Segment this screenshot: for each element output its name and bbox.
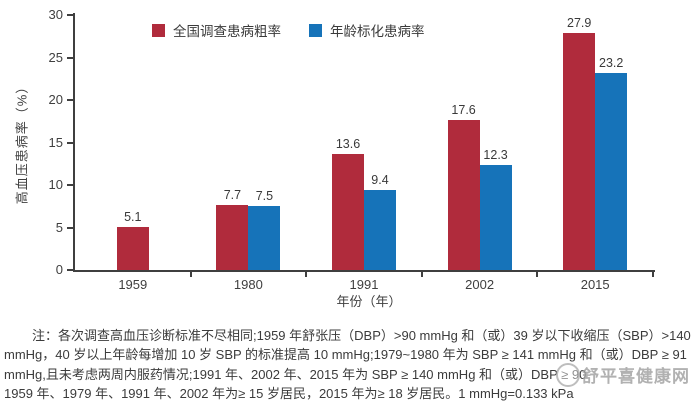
- bar-standardized-1991: [364, 190, 396, 270]
- legend-swatch-standardized-rate: [309, 23, 322, 37]
- y-axis-title: 高血压患病率（%）: [14, 79, 30, 205]
- x-tick: [536, 272, 539, 277]
- y-tick: [67, 184, 73, 186]
- value-label-crude-1980: 7.7: [223, 187, 242, 202]
- x-category-label: 1959: [118, 277, 148, 292]
- value-label-crude-2015: 27.9: [567, 15, 592, 30]
- x-axis-line: [73, 270, 655, 272]
- x-category-label: 1991: [349, 277, 379, 292]
- bar-standardized-2015: [595, 72, 628, 270]
- bar-standardized-2002: [479, 165, 512, 270]
- x-tick: [189, 272, 192, 277]
- y-tick-label: 25: [48, 49, 63, 65]
- value-label-crude-1991: 13.6: [335, 137, 361, 152]
- bar-crude-1991: [332, 154, 364, 270]
- y-tick-label: 10: [48, 177, 63, 192]
- legend-swatch-crude-rate: [152, 23, 165, 37]
- value-label-standardized-1980: 7.5: [255, 189, 274, 204]
- bar-crude-2015: [563, 32, 596, 270]
- value-label-standardized-1991: 9.4: [371, 173, 389, 188]
- bar-crude-2002: [447, 120, 480, 270]
- footnote: 注：各次调查高血压诊断标准不尽相同;1959 年舒张压（DBP）>90 mmHg…: [4, 326, 694, 404]
- footnote-line: mmHg,且未考虑两周内服药情况;1991 年、2002 年、2015 年为 S…: [4, 366, 587, 382]
- bar-standardized-1980: [248, 206, 281, 270]
- bar-crude-1980: [216, 204, 249, 270]
- x-tick: [652, 272, 654, 277]
- x-tick: [420, 272, 423, 277]
- x-axis-title: 年份（年）: [336, 294, 402, 309]
- footnote-line: mmHg，40 岁以上年龄每增加 10 岁 SBP 的标准提高 10 mmHg;…: [4, 347, 687, 363]
- y-tick-label: 0: [55, 262, 63, 277]
- watermark-logo-icon: [556, 362, 580, 387]
- bar-crude-1959: [116, 226, 149, 270]
- legend-label-crude-rate: 全国调查患病粗率: [173, 24, 281, 39]
- y-tick-label: 20: [48, 92, 63, 107]
- watermark: 舒平喜健康网: [556, 362, 690, 387]
- y-tick-label: 15: [48, 134, 63, 150]
- footnote-line: 1959 年、1979 年、1991 年、2002 年为≥ 15 岁居民，201…: [4, 386, 574, 402]
- x-category-label: 1980: [233, 277, 263, 292]
- y-tick: [67, 141, 73, 144]
- y-axis-line: [73, 13, 75, 272]
- x-category-label: 2015: [580, 277, 610, 292]
- value-label-standardized-2015: 23.2: [599, 55, 624, 70]
- y-tick: [67, 56, 73, 59]
- y-tick: [67, 269, 73, 271]
- y-tick-label: 30: [48, 7, 63, 22]
- value-label-crude-1959: 5.1: [124, 209, 142, 224]
- legend: 全国调查患病粗率 年龄标化患病率: [152, 20, 425, 40]
- x-tick: [305, 272, 308, 277]
- value-label-crude-2002: 17.6: [451, 103, 476, 118]
- footnote-line: 注：各次调查高血压诊断标准不尽相同;1959 年舒张压（DBP）>90 mmHg…: [32, 328, 691, 343]
- watermark-text: 舒平喜健康网: [582, 367, 690, 386]
- value-label-standardized-2002: 12.3: [483, 148, 508, 163]
- y-tick: [67, 14, 73, 16]
- y-tick: [67, 226, 73, 229]
- y-tick-label: 5: [55, 219, 63, 235]
- legend-label-standardized-rate: 年龄标化患病率: [330, 24, 425, 39]
- x-category-label: 2002: [465, 277, 495, 292]
- y-tick: [67, 99, 73, 101]
